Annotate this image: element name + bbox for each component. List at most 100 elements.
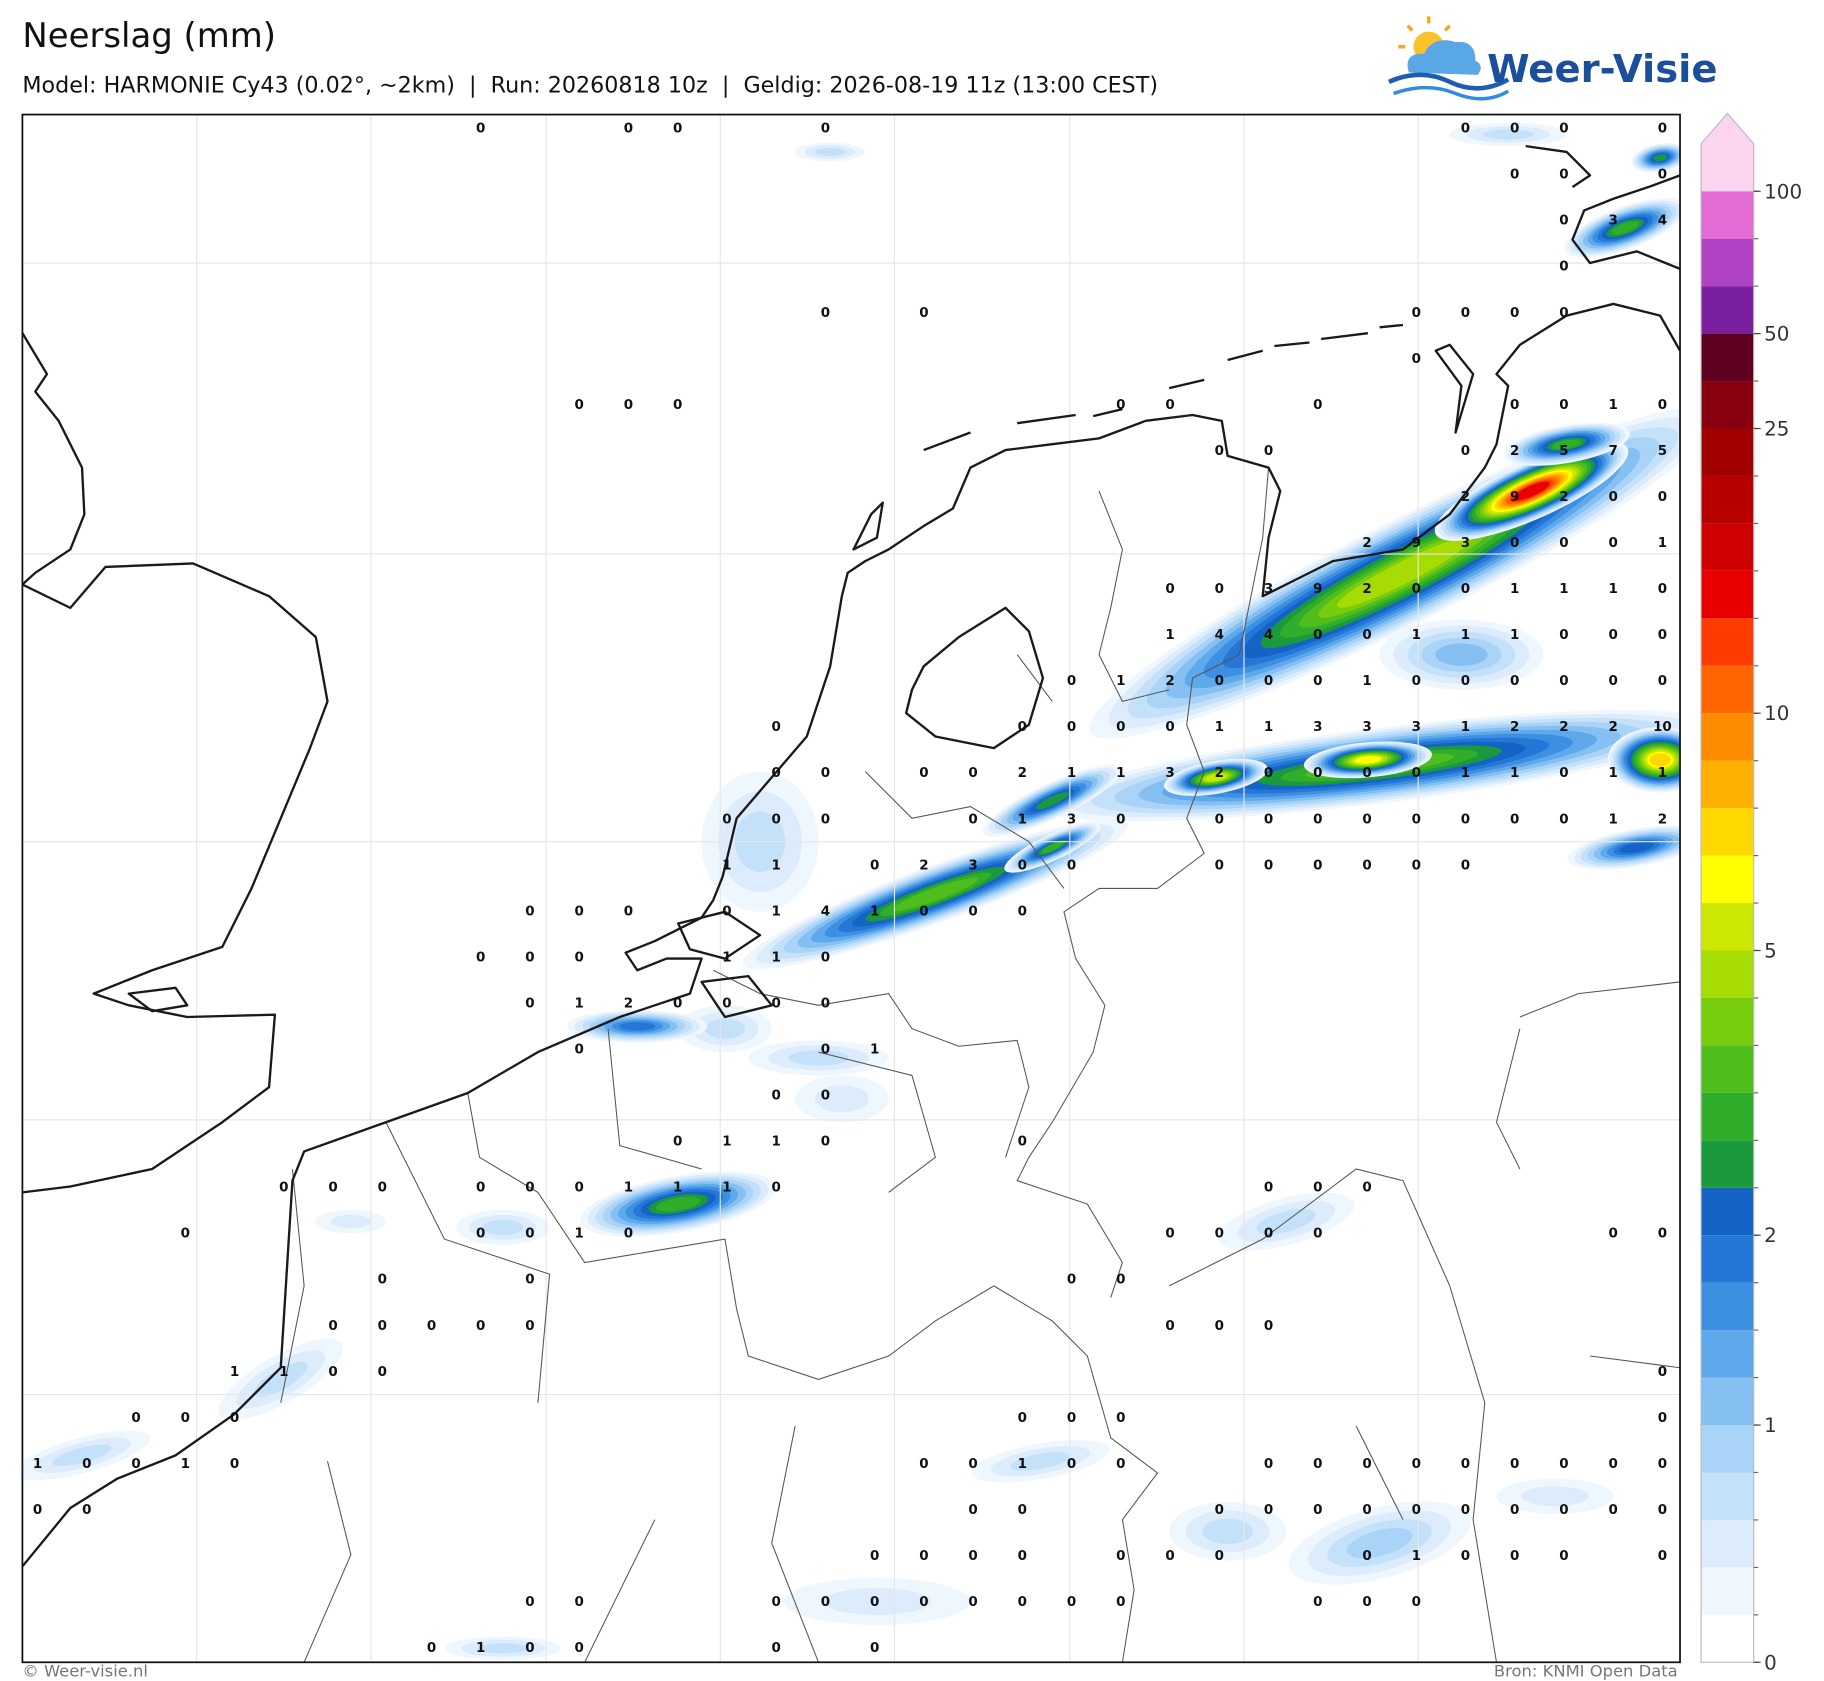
station-value: 0 (821, 996, 830, 1011)
precip-area (253, 1361, 308, 1397)
station-values: 0 0 0 0 0 0 0 00 0 00 3 400 0 0 0 0 000 0 0 0 0 0 0 0 1 00 0 0 2 5 7 52… (33, 122, 1672, 1657)
station-value: 0 (1165, 1227, 1174, 1242)
station-value: 1 (1362, 674, 1371, 689)
station-value: 0 (821, 812, 830, 827)
station-value: 0 (821, 306, 830, 321)
station-value: 0 (1412, 674, 1421, 689)
station-value: 0 (1412, 1595, 1421, 1610)
station-value: 0 (1510, 1503, 1519, 1518)
station-value: 9 (1412, 536, 1421, 551)
station-value: 1 (771, 1135, 780, 1150)
station-value: 0 (1658, 1411, 1667, 1426)
station-value: 2 (1609, 720, 1618, 735)
station-value: 0 (1658, 1365, 1667, 1380)
station-value: 1 (476, 1641, 485, 1656)
station-value: 0 (673, 398, 682, 413)
station-value: 0 (1362, 812, 1371, 827)
station-value: 9 (1313, 582, 1322, 597)
station-value: 0 (1116, 1411, 1125, 1426)
station-value: 0 (1609, 1227, 1618, 1242)
station-value: 0 (82, 1503, 91, 1518)
station-value: 3 (1264, 582, 1273, 597)
station-value: 0 (821, 122, 830, 137)
station-value: 0 (1018, 1503, 1027, 1518)
station-value: 0 (1215, 812, 1224, 827)
station-value: 0 (1510, 306, 1519, 321)
station-value: 1 (1461, 720, 1470, 735)
colorbar-band (1701, 475, 1754, 524)
station-value: 1 (1461, 766, 1470, 781)
station-value: 1 (1264, 720, 1273, 735)
logo: Weer-Visie (1387, 16, 1718, 101)
station-value: 2 (1215, 766, 1224, 781)
station-value: 0 (525, 1227, 534, 1242)
station-value: 0 (525, 904, 534, 919)
station-value: 4 (1658, 214, 1667, 229)
station-value: 0 (427, 1319, 436, 1334)
station-value: 0 (1165, 582, 1174, 597)
subtitle: Model: HARMONIE Cy43 (0.02°, ~2km) | Run… (22, 72, 1158, 98)
station-value: 3 (1067, 812, 1076, 827)
station-value: 0 (1313, 674, 1322, 689)
station-value: 0 (1658, 168, 1667, 183)
station-value: 0 (1658, 582, 1667, 597)
station-value: 0 (1658, 490, 1667, 505)
precip-area (1336, 537, 1469, 608)
station-value: 0 (575, 950, 584, 965)
station-value: 0 (722, 812, 731, 827)
precip-area (1202, 1518, 1253, 1545)
station-value: 0 (1362, 1595, 1371, 1610)
station-value: 0 (1510, 1457, 1519, 1472)
station-value: 0 (1362, 766, 1371, 781)
station-value: 0 (1609, 490, 1618, 505)
station-value: 0 (821, 1089, 830, 1104)
station-value: 2 (1165, 674, 1174, 689)
station-value: 0 (919, 1549, 928, 1564)
colorbar-band (1701, 286, 1754, 334)
station-value: 0 (673, 996, 682, 1011)
colorbar-band (1701, 191, 1754, 239)
station-value: 1 (1559, 582, 1568, 597)
station-value: 0 (968, 1503, 977, 1518)
station-value: 0 (771, 720, 780, 735)
station-value: 0 (279, 1181, 288, 1196)
logo-text: Weer-Visie (1487, 47, 1717, 92)
station-value: 0 (1609, 1457, 1618, 1472)
station-value: 0 (328, 1181, 337, 1196)
station-value: 0 (1412, 1503, 1421, 1518)
station-value: 2 (919, 858, 928, 873)
station-value: 0 (1658, 398, 1667, 413)
station-value: 0 (1658, 1503, 1667, 1518)
station-value: 0 (1313, 1457, 1322, 1472)
station-value: 0 (1313, 628, 1322, 643)
colorbar-band (1701, 1187, 1754, 1236)
station-value: 0 (919, 1457, 928, 1472)
colorbar-label: 50 (1764, 323, 1789, 346)
station-value: 0 (919, 1595, 928, 1610)
station-value: 5 (1559, 444, 1568, 459)
station-value: 1 (1165, 628, 1174, 643)
station-value: 1 (722, 1181, 731, 1196)
station-value: 0 (870, 858, 879, 873)
station-value: 0 (1264, 1319, 1273, 1334)
station-value: 0 (1067, 1411, 1076, 1426)
station-value: 0 (1559, 674, 1568, 689)
station-value: 0 (968, 904, 977, 919)
station-value: 0 (919, 306, 928, 321)
station-value: 0 (968, 812, 977, 827)
station-value: 0 (968, 1595, 977, 1610)
station-value: 0 (1559, 214, 1568, 229)
station-value: 0 (968, 1457, 977, 1472)
precip-area (1619, 842, 1654, 853)
station-value: 0 (1018, 1595, 1027, 1610)
station-value: 1 (722, 1135, 731, 1150)
colorbar-band (1701, 523, 1754, 571)
station-value: 1 (575, 1227, 584, 1242)
station-value: 0 (1658, 1227, 1667, 1242)
station-value: 0 (427, 1641, 436, 1656)
station-value: 0 (1215, 582, 1224, 597)
station-value: 0 (230, 1457, 239, 1472)
station-value: 0 (968, 766, 977, 781)
colorbar-band (1701, 1519, 1754, 1568)
coastlines (22, 144, 1681, 1568)
